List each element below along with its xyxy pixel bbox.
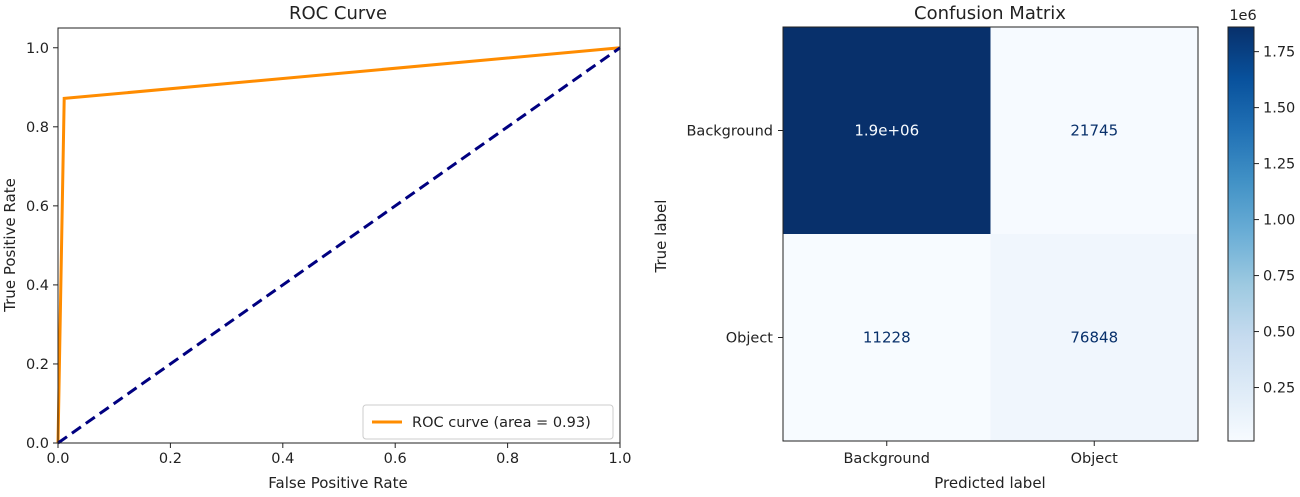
roc-x-tick-label: 0.2 <box>159 451 182 467</box>
roc-y-tick-label: 0.2 <box>26 357 49 373</box>
roc-x-tick-label: 0.6 <box>384 451 407 467</box>
roc-legend-box <box>362 404 614 440</box>
confusion-matrix-plot: 1.9e+06 21745 11228 76848 Background Object Ba… <box>686 26 1199 467</box>
roc-y-tick-label: 0.0 <box>26 436 49 452</box>
cm-axes-frame <box>782 26 1199 442</box>
colorbar-ticks: 0.25 0.50 0.75 1.00 1.25 1.50 1.75 <box>1254 45 1295 397</box>
roc-legend-label: ROC curve (area = 0.93) <box>412 415 591 431</box>
roc-plot: 0.0 0.2 0.4 0.6 0.8 1.0 0.0 0.2 0.4 0.6 0.8 1.0 <box>26 27 632 467</box>
cm-cell <box>783 27 991 234</box>
roc-y-tick-label: 0.8 <box>26 120 49 136</box>
colorbar-tick-label: 0.50 <box>1263 325 1295 341</box>
roc-xlabel: False Positive Rate <box>268 474 407 492</box>
cm-cell <box>990 234 1198 441</box>
roc-ylabel: True Positive Rate <box>1 178 19 313</box>
roc-y-tick-label: 1.0 <box>26 41 49 57</box>
cm-cell-label: 21745 <box>1070 122 1118 140</box>
cm-ylabel: True label <box>652 200 670 274</box>
cm-cell <box>783 234 991 441</box>
cm-cell-label: 11228 <box>863 329 911 347</box>
roc-y-tick-label: 0.6 <box>26 199 49 215</box>
cm-title: Confusion Matrix <box>914 3 1066 24</box>
roc-title: ROC Curve <box>289 3 387 24</box>
cm-y-tick-label: Background <box>686 124 773 140</box>
cm-x-tick-label: Background <box>843 451 930 467</box>
cm-xlabel: Predicted label <box>934 474 1045 492</box>
roc-x-tick-label: 0.8 <box>496 451 519 467</box>
cm-cell-label: 76848 <box>1070 329 1118 347</box>
cm-x-tick-label: Object <box>1071 451 1119 467</box>
colorbar-tick-label: 1.25 <box>1263 157 1295 173</box>
chance-diagonal-line <box>57 46 621 445</box>
colorbar-tick-label: 1.00 <box>1263 213 1295 229</box>
colorbar-tick-label: 1.75 <box>1263 45 1295 61</box>
cm-cell <box>990 27 1198 234</box>
colorbar <box>1227 26 1255 442</box>
roc-x-tick-label: 0.0 <box>46 451 69 467</box>
colorbar-offset-label: 1e6 <box>1229 8 1256 24</box>
colorbar-tick-label: 1.50 <box>1263 101 1295 117</box>
roc-x-tick-label: 1.0 <box>608 451 631 467</box>
roc-x-tick-label: 0.4 <box>271 451 294 467</box>
cm-cell-label: 1.9e+06 <box>854 122 919 140</box>
roc-y-tick-label: 0.4 <box>26 278 49 294</box>
colorbar-tick-label: 0.25 <box>1263 381 1295 397</box>
cm-y-tick-label: Object <box>726 331 774 347</box>
roc-axes-frame <box>57 27 621 444</box>
roc-legend: ROC curve (area = 0.93) <box>362 404 614 440</box>
colorbar-tick-label: 0.75 <box>1263 269 1295 285</box>
roc-curve-line <box>56 46 621 444</box>
